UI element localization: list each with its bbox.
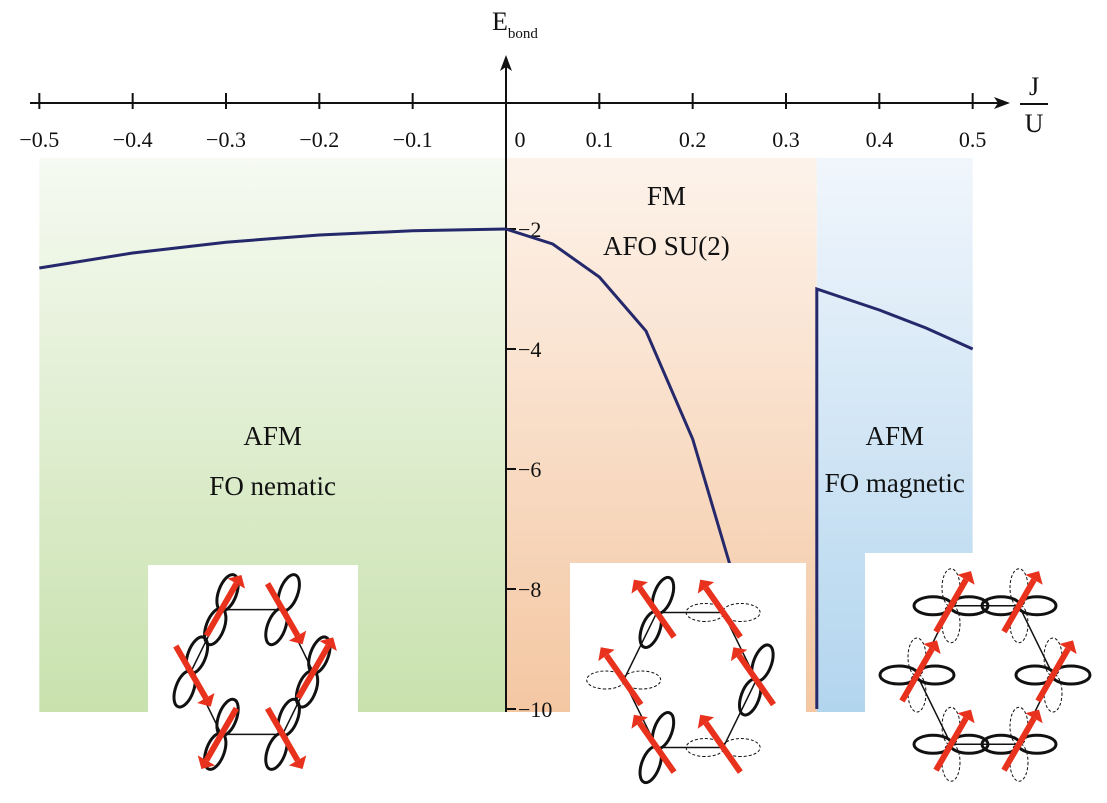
region-label: FO magnetic: [825, 468, 965, 498]
y-tick-label: −8: [518, 577, 541, 602]
x-tick-label: 0.1: [586, 127, 614, 152]
x-tick-label: −0.5: [19, 127, 59, 152]
y-tick-label: −10: [518, 697, 552, 722]
region-label: AFO SU(2): [603, 231, 730, 261]
x-label-denominator: U: [1025, 109, 1044, 138]
y-tick-label: −6: [518, 457, 541, 482]
inset-bg: [148, 565, 358, 780]
region-label: FM: [647, 181, 686, 211]
x-tick-label: −0.1: [393, 127, 433, 152]
region-label: AFM: [243, 421, 302, 451]
x-tick-label: 0: [515, 127, 526, 152]
x-tick-label: 0.2: [679, 127, 707, 152]
region-label: FO nematic: [209, 471, 336, 501]
inset: [865, 553, 1107, 798]
x-tick-label: −0.4: [113, 127, 153, 152]
x-tick-label: 0.5: [959, 127, 987, 152]
inset: [148, 565, 358, 780]
y-label-main: E: [492, 7, 508, 36]
y-label-sub: bond: [508, 26, 539, 42]
chart: AFM FO nematic FM AFO SU(2) AFM FO magnetic −…: [0, 0, 1107, 798]
x-label-numerator: J: [1029, 72, 1039, 101]
x-tick-label: −0.3: [206, 127, 246, 152]
x-tick-label: 0.4: [866, 127, 894, 152]
x-tick-label: 0.3: [772, 127, 800, 152]
region-label: AFM: [865, 421, 924, 451]
y-axis-label: Ebond: [492, 7, 538, 42]
x-tick-label: −0.2: [299, 127, 339, 152]
inset: [570, 563, 806, 798]
inset-bg: [570, 563, 806, 798]
y-tick-label: −4: [518, 337, 541, 362]
inset-bg: [865, 553, 1107, 798]
